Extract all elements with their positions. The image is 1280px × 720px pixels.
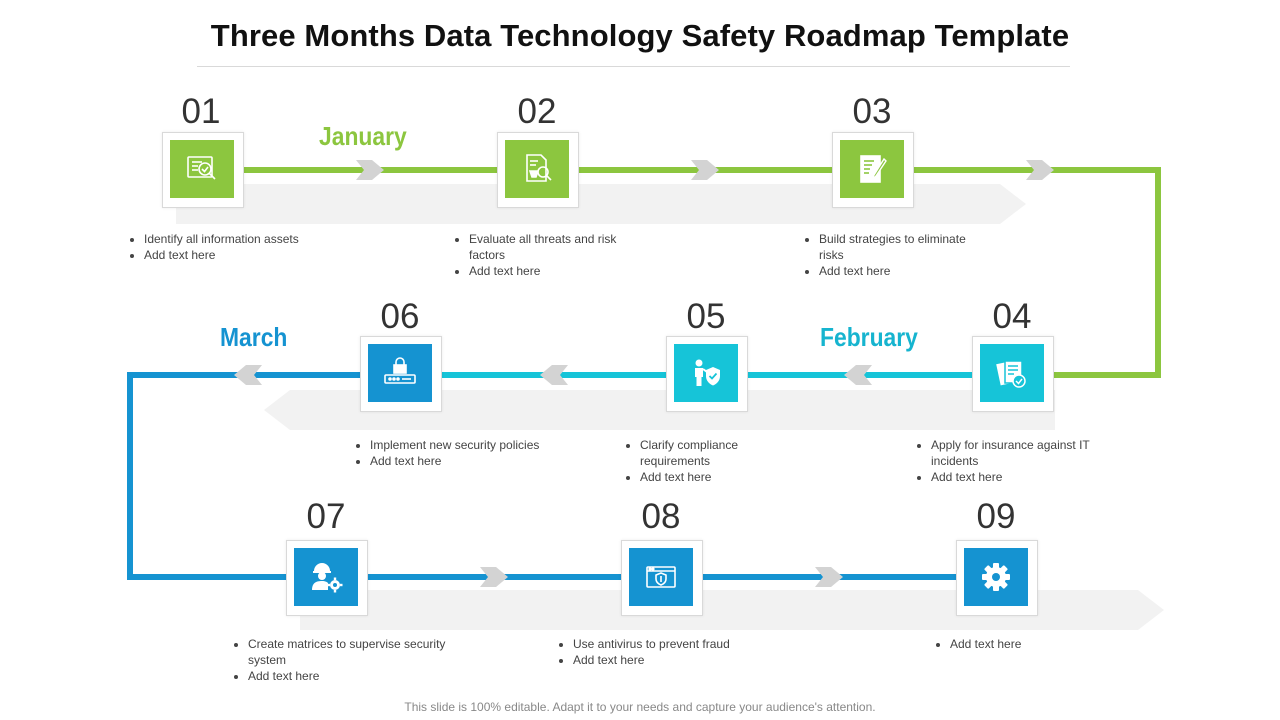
step-bullets: Evaluate all threats and risk factors Ad… [451, 231, 649, 279]
step-bullets: Build strategies to eliminate risks Add … [801, 231, 979, 279]
step-icon-box [621, 540, 703, 616]
step-bullets: Create matrices to supervise security sy… [230, 636, 478, 684]
step-number: 08 [641, 497, 681, 536]
step-number: 09 [976, 497, 1016, 536]
bullet-item: Apply for insurance against IT incidents [931, 437, 1111, 469]
band-row-2 [264, 390, 1055, 430]
bullet-item: Add text here [819, 263, 979, 279]
step-number: 07 [306, 497, 346, 536]
step-bullets: Implement new security policies Add text… [352, 437, 540, 469]
bullet-item: Add text here [640, 469, 800, 485]
insurance-documents-icon [996, 360, 1026, 388]
bullet-item: Add text here [950, 636, 1110, 652]
title-divider [197, 66, 1070, 67]
band-row-1 [176, 184, 1026, 224]
arrow-7 [480, 567, 508, 587]
month-label-february: February [820, 322, 918, 352]
bullet-item: Add text here [370, 453, 540, 469]
bullet-item: Evaluate all threats and risk factors [469, 231, 649, 263]
step-icon-box [286, 540, 368, 616]
padlock-password-icon [384, 357, 416, 384]
arrow-1 [356, 160, 384, 180]
bullet-item: Clarify compliance requirements [640, 437, 800, 469]
step-number: 01 [181, 92, 221, 131]
arrow-8 [815, 567, 843, 587]
research-report-icon [526, 154, 552, 182]
month-label-march: March [220, 322, 288, 352]
band-row-3 [300, 590, 1164, 630]
step-number: 03 [852, 92, 892, 131]
step-icon-box [497, 132, 579, 208]
bullet-item: Add text here [573, 652, 773, 668]
step-number: 05 [686, 297, 726, 336]
bullet-item: Add text here [248, 668, 478, 684]
page-title: Three Months Data Technology Safety Road… [210, 18, 1070, 53]
path-blue [127, 372, 1035, 580]
bullet-item: Identify all information assets [144, 231, 304, 247]
step-icon-box [360, 336, 442, 412]
step-number: 02 [517, 92, 557, 131]
arrow-3 [1026, 160, 1054, 180]
arrow-4 [844, 365, 872, 385]
bullet-item: Build strategies to eliminate risks [819, 231, 979, 263]
step-icon-box [832, 132, 914, 208]
engineer-gear-icon [312, 563, 343, 593]
browser-shield-icon [646, 566, 676, 588]
step-icon-box [162, 132, 244, 208]
month-label-january: January [319, 121, 407, 151]
bullet-item: Add text here [931, 469, 1111, 485]
write-document-icon [860, 155, 887, 183]
gear-icon [982, 563, 1010, 591]
arrow-2 [691, 160, 719, 180]
bullet-item: Add text here [144, 247, 304, 263]
step-icon-box [956, 540, 1038, 616]
step-icon-box [972, 336, 1054, 412]
step-bullets: Clarify compliance requirements Add text… [622, 437, 800, 485]
bullet-item: Use antivirus to prevent fraud [573, 636, 773, 652]
arrow-5 [540, 365, 568, 385]
step-bullets: Add text here [932, 636, 1110, 652]
bullet-item: Implement new security policies [370, 437, 540, 453]
step-bullets: Apply for insurance against IT incidents… [913, 437, 1111, 485]
person-shield-icon [695, 359, 720, 386]
step-bullets: Use antivirus to prevent fraud Add text … [555, 636, 773, 668]
document-search-icon [187, 156, 216, 180]
step-number: 06 [380, 297, 420, 336]
footer-note: This slide is 100% editable. Adapt it to… [404, 700, 876, 714]
step-icon-box [666, 336, 748, 412]
step-bullets: Identify all information assets Add text… [126, 231, 304, 263]
bullet-item: Add text here [469, 263, 649, 279]
arrow-6 [234, 365, 262, 385]
bullet-item: Create matrices to supervise security sy… [248, 636, 478, 668]
step-number: 04 [992, 297, 1032, 336]
